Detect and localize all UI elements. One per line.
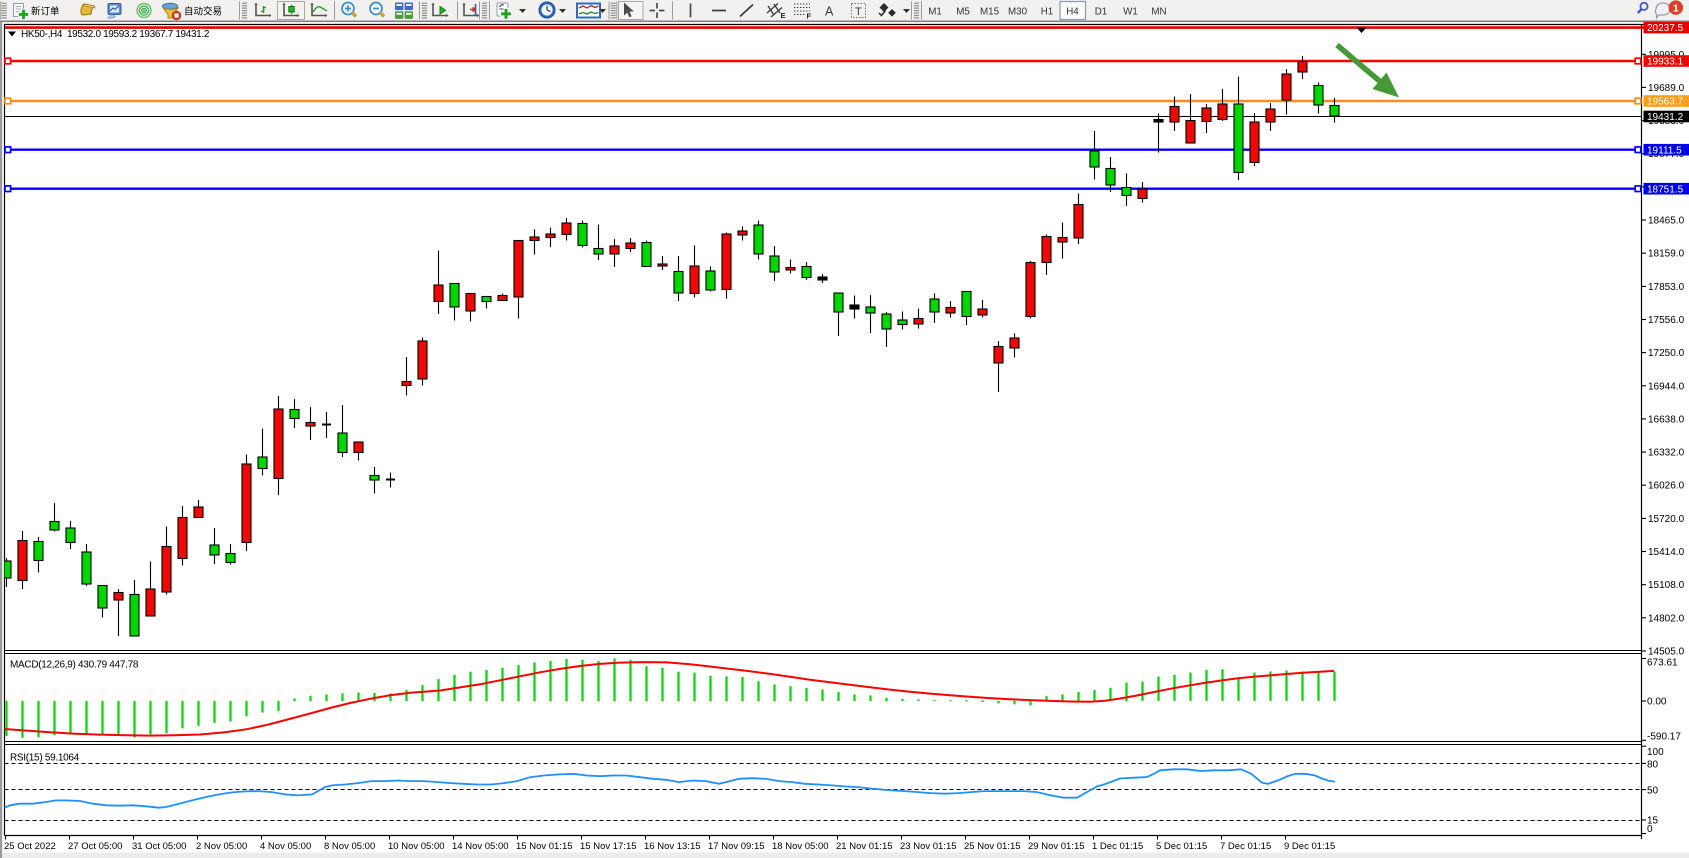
svg-text:2 Nov 05:00: 2 Nov 05:00 (196, 841, 247, 852)
svg-text:16332.0: 16332.0 (1648, 448, 1685, 459)
svg-text:1: 1 (1673, 3, 1679, 15)
svg-text:8 Nov 05:00: 8 Nov 05:00 (324, 841, 375, 852)
svg-text:17556.0: 17556.0 (1648, 315, 1685, 326)
svg-text:18 Nov 05:00: 18 Nov 05:00 (772, 841, 829, 852)
svg-text:18465.0: 18465.0 (1648, 216, 1685, 227)
svg-text:15108.0: 15108.0 (1648, 580, 1685, 591)
svg-text:19111.5: 19111.5 (1647, 145, 1682, 156)
svg-text:自动交易: 自动交易 (184, 6, 222, 18)
svg-text:1 Dec 01:15: 1 Dec 01:15 (1092, 841, 1143, 852)
svg-text:80: 80 (1647, 760, 1659, 771)
svg-text:HK50-,H4 19532.0 19593.2 1936: HK50-,H4 19532.0 19593.2 19367.7 19431.2 (21, 29, 210, 40)
svg-text:15 Nov 17:15: 15 Nov 17:15 (580, 841, 637, 852)
svg-text:5 Dec 01:15: 5 Dec 01:15 (1156, 841, 1207, 852)
svg-text:20237.5: 20237.5 (1647, 23, 1684, 34)
svg-text:18159.0: 18159.0 (1648, 249, 1685, 260)
svg-text:W1: W1 (1123, 7, 1138, 18)
svg-text:0: 0 (1647, 824, 1653, 835)
svg-text:15720.0: 15720.0 (1648, 514, 1685, 525)
svg-text:17 Nov 09:15: 17 Nov 09:15 (708, 841, 765, 852)
svg-text:15: 15 (1647, 816, 1659, 827)
svg-text:29 Nov 01:15: 29 Nov 01:15 (1028, 841, 1085, 852)
svg-text:4 Nov 05:00: 4 Nov 05:00 (260, 841, 311, 852)
svg-text:15 Nov 01:15: 15 Nov 01:15 (516, 841, 573, 852)
svg-text:16026.0: 16026.0 (1648, 481, 1685, 492)
svg-text:17250.0: 17250.0 (1648, 348, 1685, 359)
svg-text:-590.17: -590.17 (1647, 732, 1681, 743)
svg-text:14 Nov 05:00: 14 Nov 05:00 (452, 841, 509, 852)
svg-text:RSI(15) 59.1064: RSI(15) 59.1064 (10, 753, 80, 764)
svg-text:19933.1: 19933.1 (1647, 57, 1684, 68)
svg-text:14802.0: 14802.0 (1648, 613, 1685, 624)
svg-text:673.61: 673.61 (1647, 658, 1678, 669)
svg-text:50: 50 (1647, 786, 1659, 797)
svg-text:27 Oct 05:00: 27 Oct 05:00 (68, 841, 122, 852)
svg-text:25 Oct 2022: 25 Oct 2022 (4, 841, 56, 852)
svg-text:17853.0: 17853.0 (1648, 282, 1685, 293)
svg-text:9 Dec 01:15: 9 Dec 01:15 (1284, 841, 1335, 852)
svg-text:F: F (807, 12, 812, 21)
svg-text:T: T (855, 6, 862, 18)
svg-text:18751.5: 18751.5 (1647, 184, 1684, 195)
svg-text:M5: M5 (956, 7, 970, 18)
svg-text:21 Nov 01:15: 21 Nov 01:15 (836, 841, 893, 852)
svg-text:16638.0: 16638.0 (1648, 414, 1685, 425)
svg-text:M1: M1 (928, 7, 942, 18)
svg-text:MN: MN (1151, 7, 1166, 18)
svg-text:H4: H4 (1066, 7, 1079, 18)
svg-text:7 Dec 01:15: 7 Dec 01:15 (1220, 841, 1271, 852)
svg-text:H1: H1 (1041, 7, 1054, 18)
svg-text:16944.0: 16944.0 (1648, 381, 1685, 392)
svg-text:15414.0: 15414.0 (1648, 547, 1685, 558)
svg-text:23 Nov 01:15: 23 Nov 01:15 (900, 841, 957, 852)
svg-text:31 Oct 05:00: 31 Oct 05:00 (132, 841, 186, 852)
svg-text:16 Nov 13:15: 16 Nov 13:15 (644, 841, 701, 852)
svg-text:10 Nov 05:00: 10 Nov 05:00 (388, 841, 445, 852)
svg-text:0.00: 0.00 (1647, 697, 1667, 708)
svg-text:M15: M15 (980, 7, 1000, 18)
svg-text:MACD(12,26,9) 430.79 447.78: MACD(12,26,9) 430.79 447.78 (10, 660, 139, 671)
svg-text:14505.0: 14505.0 (1648, 647, 1685, 658)
svg-text:25 Nov 01:15: 25 Nov 01:15 (964, 841, 1021, 852)
svg-text:19431.2: 19431.2 (1647, 112, 1684, 123)
svg-text:新订单: 新订单 (31, 6, 60, 18)
svg-text:100: 100 (1647, 747, 1664, 758)
svg-text:19689.0: 19689.0 (1648, 83, 1685, 94)
svg-text:A: A (825, 5, 834, 19)
svg-text:E: E (781, 11, 786, 20)
svg-text:M30: M30 (1008, 7, 1028, 18)
svg-text:19563.7: 19563.7 (1647, 97, 1684, 108)
svg-text:D1: D1 (1095, 7, 1108, 18)
